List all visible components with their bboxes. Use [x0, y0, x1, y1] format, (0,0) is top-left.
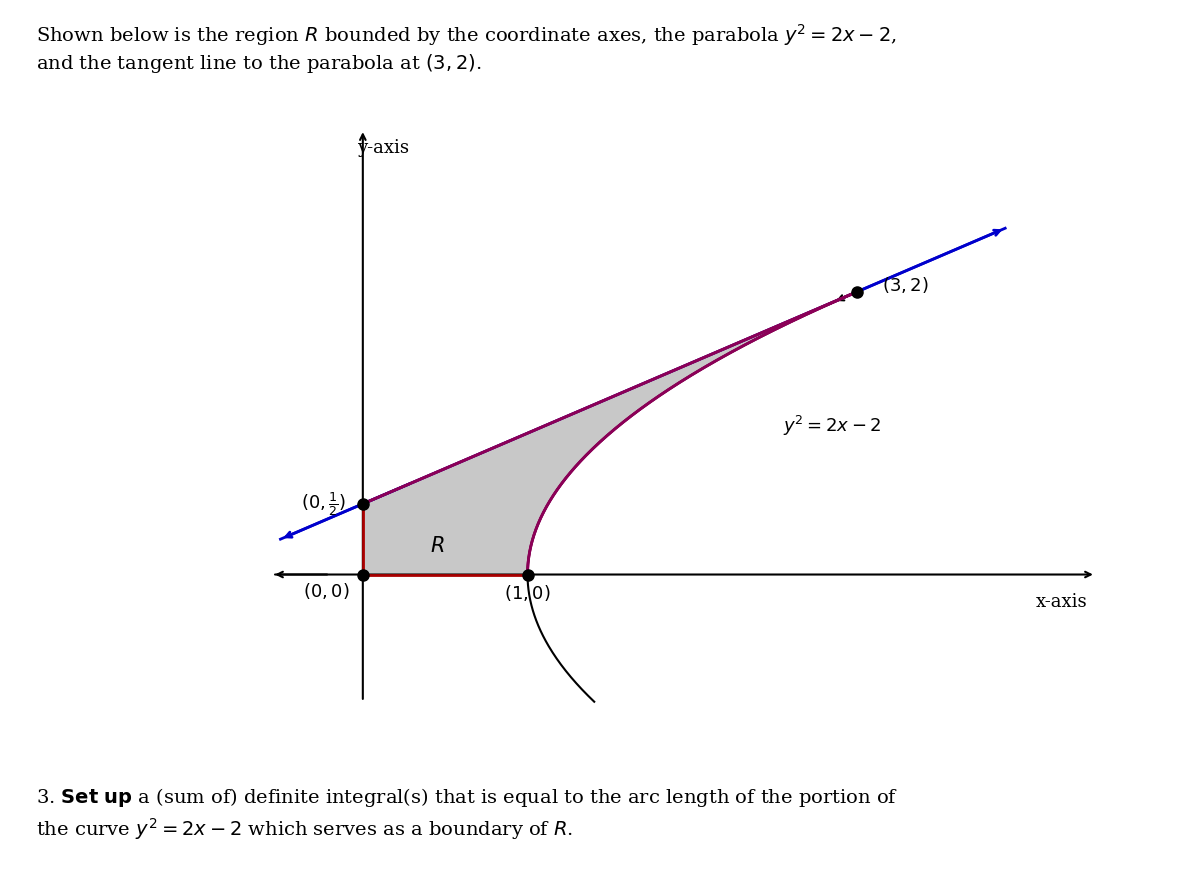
Text: 3. $\mathbf{Set\ up}$ a (sum of) definite integral(s) that is equal to the arc l: 3. $\mathbf{Set\ up}$ a (sum of) definit… — [36, 786, 899, 808]
Polygon shape — [362, 292, 857, 574]
Text: x-axis: x-axis — [1036, 593, 1087, 611]
Text: $(3, 2)$: $(3, 2)$ — [882, 275, 929, 295]
Text: and the tangent line to the parabola at $(3, 2)$.: and the tangent line to the parabola at … — [36, 52, 481, 75]
Text: Shown below is the region $R$ bounded by the coordinate axes, the parabola $y^2 : Shown below is the region $R$ bounded by… — [36, 22, 896, 48]
Text: $(1, 0)$: $(1, 0)$ — [504, 583, 551, 603]
Text: $(0, 0)$: $(0, 0)$ — [304, 581, 349, 601]
Text: the curve $y^2 = 2x - 2$ which serves as a boundary of $R$.: the curve $y^2 = 2x - 2$ which serves as… — [36, 816, 574, 842]
Text: $(0, \frac{1}{2})$: $(0, \frac{1}{2})$ — [301, 490, 347, 518]
Text: $R$: $R$ — [430, 536, 444, 556]
Text: y-axis: y-axis — [356, 139, 408, 157]
Text: $y^2 = 2x - 2$: $y^2 = 2x - 2$ — [782, 414, 881, 438]
